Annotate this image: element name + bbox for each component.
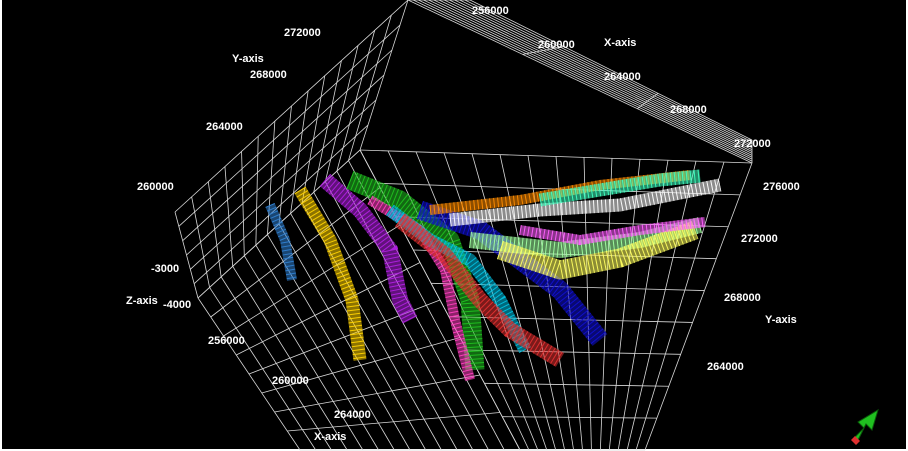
grid-line: [418, 0, 753, 160]
grid-line: [469, 0, 753, 141]
y-tick-left: 268000: [250, 69, 287, 81]
grid-line: [174, 0, 409, 213]
grid-line: [274, 374, 481, 413]
x-tick-top: 264000: [604, 71, 641, 83]
grid-line: [637, 93, 659, 109]
grid-line: [466, 349, 681, 355]
y-axis-label-right: Y-axis: [765, 314, 797, 326]
grid-line: [449, 0, 753, 149]
grid-line: [182, 49, 393, 241]
grid-line: [433, 0, 753, 154]
y-tick-right: 268000: [724, 292, 761, 304]
y-axis-label-top: Y-axis: [232, 53, 264, 65]
z-tick: -3000: [151, 263, 179, 275]
grid-line: [407, 0, 753, 164]
fault-surface-mesh: [319, 173, 418, 324]
fault-surface-mesh: [416, 200, 608, 346]
grid-line: [454, 0, 753, 147]
fault-surface[interactable]: [449, 178, 722, 227]
grid-line: [626, 161, 697, 451]
grid-line: [423, 0, 753, 158]
fault-surface-mesh: [265, 203, 297, 281]
x-axis-label-top: X-axis: [604, 37, 636, 49]
z-tick: -4000: [163, 299, 191, 311]
x-tick-top: 268000: [670, 104, 707, 116]
x-tick-bottom: 264000: [334, 409, 371, 421]
grid-line: [459, 0, 753, 145]
x-tick-top: 260000: [538, 39, 575, 51]
grid-line: [178, 24, 401, 227]
grid-line: [522, 46, 565, 55]
fault-surface[interactable]: [538, 169, 701, 207]
grid-line: [261, 337, 461, 394]
fault-surface[interactable]: [395, 213, 565, 367]
grid-line: [412, 0, 753, 162]
grid-line: [190, 99, 377, 270]
x-tick-top: 272000: [734, 138, 771, 150]
y-tick-right: 276000: [763, 181, 800, 193]
y-tick-left: 260000: [137, 181, 174, 193]
grid-line: [287, 412, 501, 432]
y-tick-left: 272000: [284, 27, 321, 39]
grid-line: [186, 74, 385, 256]
grid-line: [359, 149, 753, 164]
fault-surface[interactable]: [519, 217, 706, 245]
back-grid-wall: [407, 0, 753, 164]
grid-line: [443, 0, 753, 150]
x-tick-top: 256000: [472, 5, 509, 17]
grid-line: [502, 416, 657, 419]
grid-line: [617, 160, 669, 451]
fault-surfaces[interactable]: [265, 169, 722, 382]
fault-surface-mesh: [294, 186, 367, 361]
grid-line: [464, 0, 753, 143]
x-axis-label-bottom: X-axis: [314, 431, 346, 443]
grid-line: [193, 124, 369, 284]
y-tick-right: 264000: [707, 361, 744, 373]
grid-line: [635, 161, 725, 451]
y-tick-right: 272000: [741, 233, 778, 245]
fault-surface-mesh: [346, 171, 485, 371]
grid-line: [484, 382, 669, 387]
y-tick-left: 264000: [206, 121, 243, 133]
grid-line: [644, 162, 753, 451]
x-tick-bottom: 260000: [272, 375, 309, 387]
x-tick-bottom: 256000: [208, 335, 245, 347]
fault-surface-mesh: [496, 221, 699, 280]
grid-line: [428, 0, 753, 156]
grid-line: [438, 0, 753, 152]
grid-line: [223, 224, 401, 337]
north-arrow-icon[interactable]: [851, 408, 879, 445]
z-axis-label: Z-axis: [126, 295, 158, 307]
